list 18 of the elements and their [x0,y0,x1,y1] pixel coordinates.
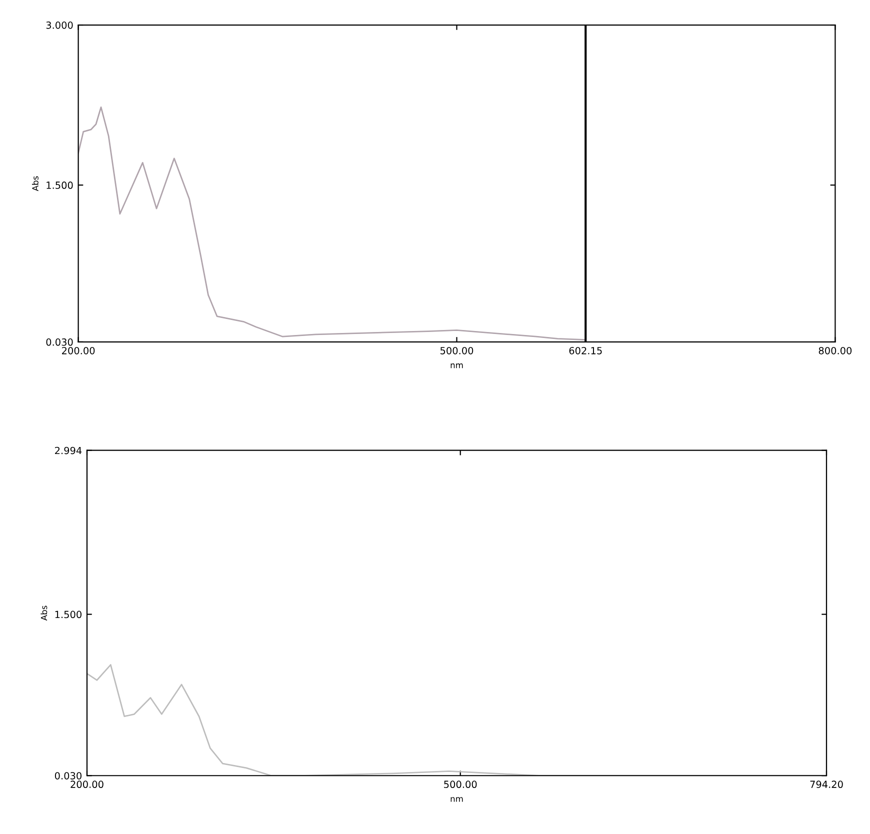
x-tick-label: 200.00 [62,346,95,354]
x-axis-title: nm [450,797,463,802]
x-tick-label: 200.00 [70,780,104,788]
x-tick-label: 602.15 [569,346,602,354]
y-tick-label: 1.500 [46,182,73,189]
x-axis-title: nm [450,363,463,368]
x-tick-label: 500.00 [444,780,477,788]
y-tick-label: 2.994 [55,446,82,454]
x-tick-label: 500.00 [440,346,474,354]
y-tick-label: 1.500 [55,610,82,618]
line-series [78,106,586,340]
y-tick-label: 3.000 [46,22,73,29]
y-tick-label: 0.030 [46,338,73,346]
x-tick-label: 794.20 [810,780,843,788]
y-tick-label: 0.030 [54,772,82,780]
x-tick-label: 800.00 [818,346,852,354]
y-axis-title: Abs [32,176,38,192]
y-axis-title: Abs [40,606,48,621]
